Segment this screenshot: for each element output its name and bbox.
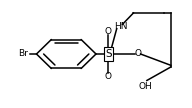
Text: S: S	[105, 49, 112, 59]
Text: O: O	[135, 49, 142, 59]
Text: HN: HN	[114, 22, 127, 31]
Text: O: O	[105, 27, 112, 36]
Text: OH: OH	[138, 82, 152, 91]
Text: Br: Br	[18, 49, 28, 59]
Text: O: O	[105, 72, 112, 81]
